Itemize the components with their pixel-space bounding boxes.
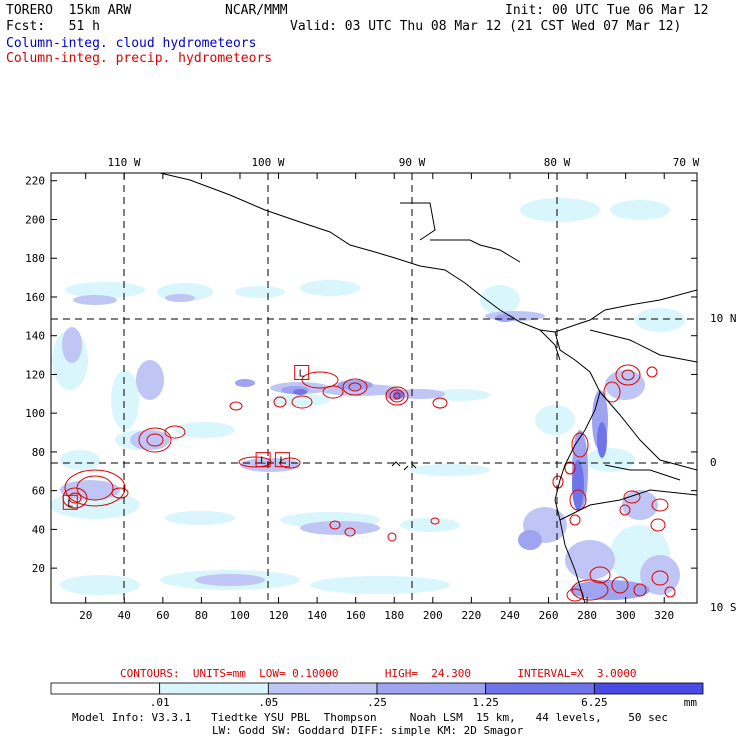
y-grid-ticks: 220 200 180 160 140 120 100 80 60 40 20 xyxy=(25,175,697,575)
x-tick-label: 100 xyxy=(230,609,250,622)
model-title: TORERO 15km ARW xyxy=(6,3,132,18)
x-tick-label: 80 xyxy=(195,609,208,622)
x-tick-label: 220 xyxy=(461,609,481,622)
latitude-labels: 10 N 0 10 S xyxy=(710,312,737,614)
colorbar-swatch xyxy=(267,682,378,695)
y-tick-label: 40 xyxy=(32,523,45,536)
low-marker-box xyxy=(294,365,310,381)
colorbar-swatch xyxy=(485,682,595,695)
x-tick-label: 20 xyxy=(79,609,92,622)
low-marker-label: L xyxy=(260,456,266,467)
x-tick-label: 280 xyxy=(577,609,597,622)
colorbar-label: 1.25 xyxy=(472,696,499,709)
colorbar-unit: mm xyxy=(684,696,698,709)
colorbar-swatch xyxy=(593,682,704,695)
colorbar-label: 6.25 xyxy=(581,696,608,709)
legend-precip: Column-integ. precip. hydrometeors xyxy=(6,51,273,66)
y-tick-label: 220 xyxy=(25,175,45,188)
lat-label: 0 xyxy=(710,456,717,469)
lon-label: 80 W xyxy=(544,156,571,169)
coastlines xyxy=(159,173,697,603)
x-tick-label: 300 xyxy=(616,609,636,622)
low-marker-box xyxy=(255,452,271,468)
x-tick-label: 120 xyxy=(269,609,289,622)
x-tick-label: 180 xyxy=(384,609,404,622)
x-tick-label: 160 xyxy=(346,609,366,622)
x-tick-label: 40 xyxy=(118,609,131,622)
colorbar-swatch xyxy=(159,682,269,695)
low-marker-label: L xyxy=(279,456,285,467)
lon-label: 90 W xyxy=(399,156,426,169)
y-tick-label: 140 xyxy=(25,330,45,343)
model-info-line1: Model Info: V3.3.1 Tiedtke YSU PBL Thomp… xyxy=(72,711,669,724)
y-tick-label: 200 xyxy=(25,213,45,226)
y-tick-label: 60 xyxy=(32,485,45,498)
low-marker-box xyxy=(62,494,78,510)
colorbar-label: .05 xyxy=(258,696,278,709)
forecast-hour: Fcst: 51 h xyxy=(6,19,100,34)
lon-label: 110 W xyxy=(107,156,140,169)
x-grid-ticks: 20 40 60 80 100 120 140 160 180 200 220 240 260 280 30… xyxy=(79,173,674,622)
low-marker-label: L xyxy=(67,498,73,509)
model-info-line2: LW: Godd SW: Goddard DIFF: simple KM: 2D… xyxy=(212,724,524,737)
lon-label: 70 W xyxy=(673,156,700,169)
colorbar-swatch xyxy=(376,682,487,695)
y-tick-label: 180 xyxy=(25,252,45,265)
contours-info: CONTOURS: UNITS=mm LOW= 0.10000 HIGH= 24… xyxy=(120,667,637,680)
x-tick-label: 140 xyxy=(307,609,327,622)
y-tick-label: 100 xyxy=(25,407,45,420)
init-time: Init: 00 UTC Tue 06 Mar 12 xyxy=(505,3,709,18)
x-tick-label: 240 xyxy=(500,609,520,622)
x-tick-label: 260 xyxy=(539,609,559,622)
lat-label: 10 N xyxy=(710,312,737,325)
precip-contours xyxy=(62,364,676,602)
low-marker-label: L xyxy=(299,369,305,380)
low-marker-box xyxy=(274,452,290,468)
colorbar-label: .25 xyxy=(367,696,387,709)
cloud-shading-darkest xyxy=(293,389,607,510)
center-label: NCAR/MMM xyxy=(225,3,288,18)
legend-cloud: Column-integ. cloud hydrometeors xyxy=(6,36,257,51)
valid-time: Valid: 03 UTC Thu 08 Mar 12 (21 CST Wed … xyxy=(290,19,682,34)
x-tick-label: 60 xyxy=(156,609,169,622)
x-tick-label: 200 xyxy=(423,609,443,622)
y-tick-label: 160 xyxy=(25,291,45,304)
lon-label: 100 W xyxy=(251,156,284,169)
y-tick-label: 80 xyxy=(32,446,45,459)
longitude-labels: 110 W 100 W 90 W 80 W 70 W xyxy=(107,156,699,169)
y-tick-label: 20 xyxy=(32,562,45,575)
colorbar-label: .01 xyxy=(150,696,170,709)
plot-frame xyxy=(50,172,698,604)
x-tick-label: 320 xyxy=(654,609,674,622)
y-tick-label: 120 xyxy=(25,368,45,381)
lat-label: 10 S xyxy=(710,601,737,614)
colorbar: .01 .05 .25 1.25 6.25 mm xyxy=(50,682,704,709)
colorbar-swatch xyxy=(50,682,161,695)
low-markers: L L L L xyxy=(62,365,310,510)
